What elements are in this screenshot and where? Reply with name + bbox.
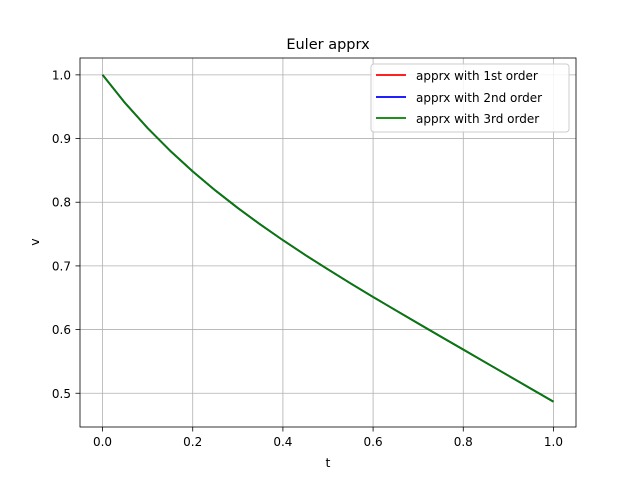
legend-label-2nd-order: apprx with 2nd order [416,91,542,105]
x-tick-label: 0.4 [273,435,292,449]
x-tick-label: 1.0 [544,435,563,449]
plot-frame [79,57,577,428]
x-tick-label: 0.0 [93,435,112,449]
axis-ticks: 0.0 0.2 0.4 0.6 0.8 1.0 0.5 0.6 0.7 0.8 0.9 1.0 [52,68,563,449]
x-tick-label: 0.6 [364,435,383,449]
y-tick-label: 0.9 [52,132,71,146]
y-tick-label: 0.5 [52,387,71,401]
x-tick-label: 0.2 [183,435,202,449]
series-line-3 [101,74,554,403]
y-tick-label: 0.8 [52,196,71,210]
legend-label-1st-order: apprx with 1st order [416,69,538,83]
series-lines [101,74,554,403]
legend: apprx with 1st order apprx with 2nd orde… [370,63,570,133]
x-tick-label: 0.8 [454,435,473,449]
legend-frame [370,63,570,133]
legend-label-3rd-order: apprx with 3rd order [416,112,539,126]
y-tick-label: 0.6 [52,323,71,337]
y-tick-label: 1.0 [52,68,71,82]
y-tick-label: 0.7 [52,259,71,273]
x-axis-label: t [326,455,331,470]
y-axis-label: v [27,238,42,246]
chart-title: Euler apprx [286,37,370,53]
